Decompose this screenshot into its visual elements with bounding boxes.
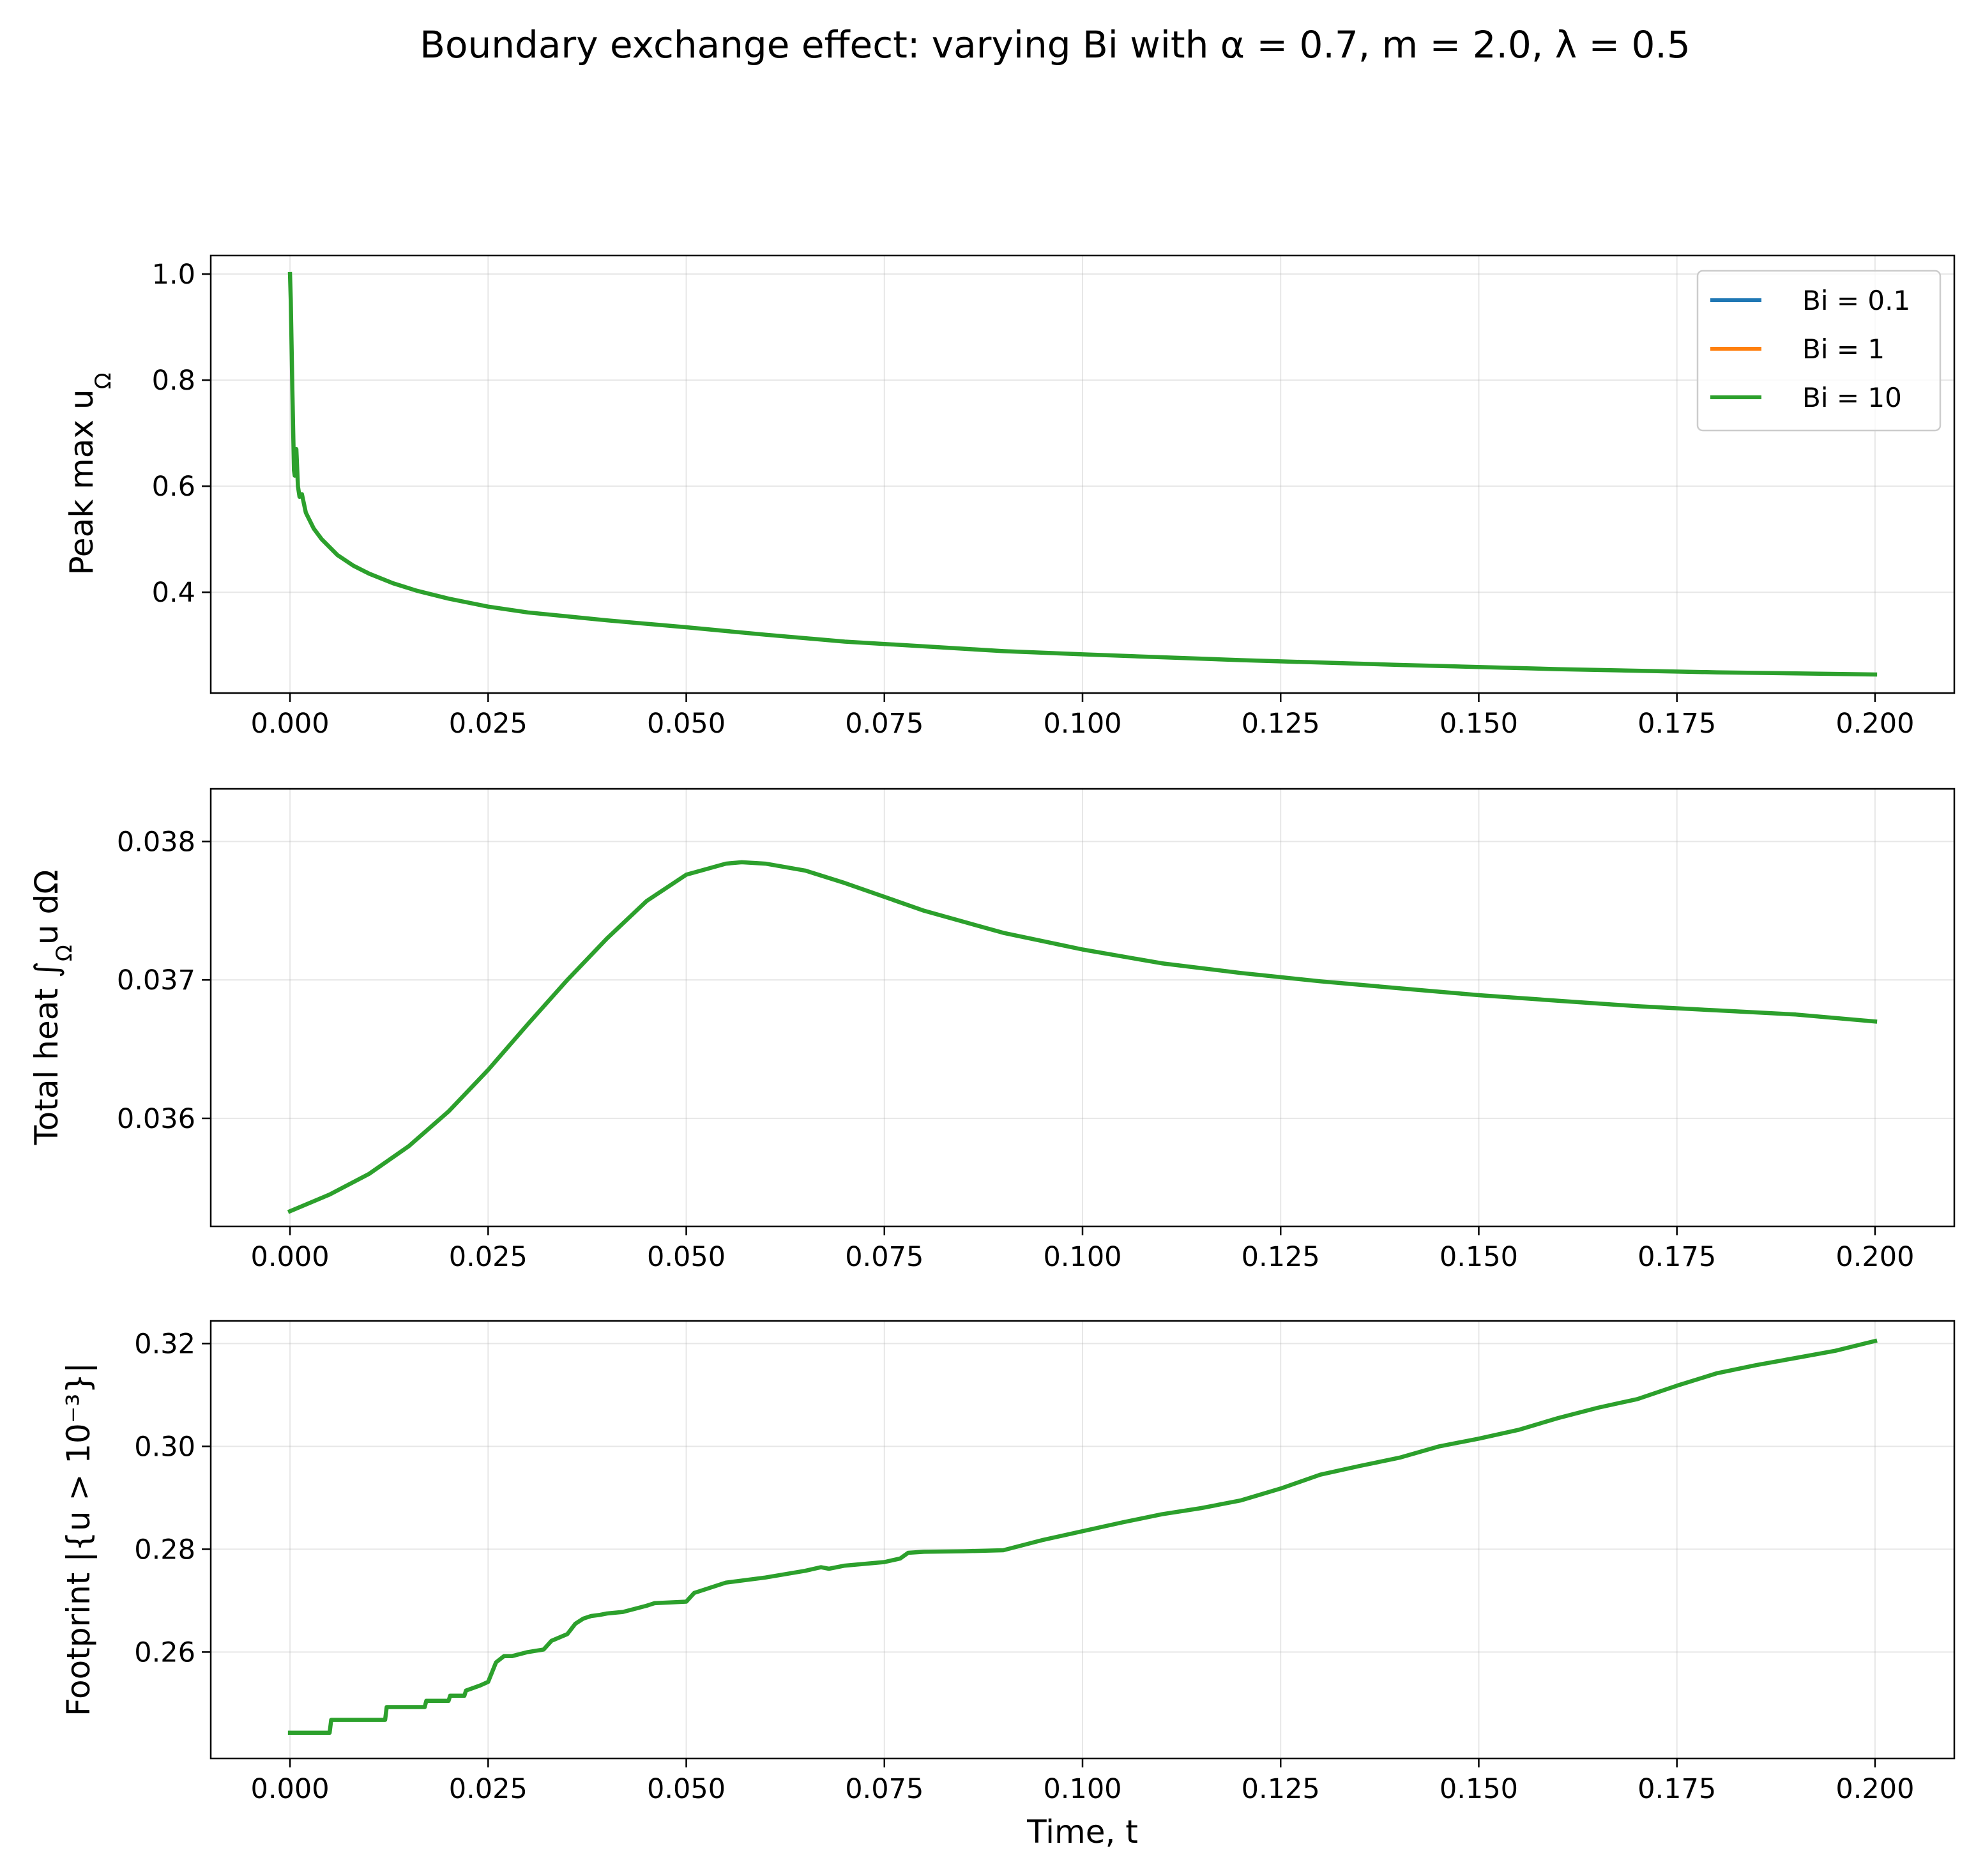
y-tick-label: 0.4 xyxy=(152,577,195,609)
x-tick-label: 0.075 xyxy=(845,1241,923,1273)
panel-total-heat: 0.000 0.025 0.050 0.075 0.100 0.125 0.150 0.175… xyxy=(28,788,1956,1273)
y-tick-label: 0.038 xyxy=(117,826,195,858)
series-line-bi-10 xyxy=(287,1338,1878,1735)
panel-peak: 0.000 0.025 0.050 0.075 0.100 0.125 0.150 0.175… xyxy=(63,254,1956,740)
y-tick-label: 0.6 xyxy=(152,471,195,503)
legend: Bi = 0.1 Bi = 1 Bi = 10 xyxy=(1696,270,1942,432)
panel-footprint: 0.000 0.025 0.050 0.075 0.100 0.125 0.150 0.175… xyxy=(60,1320,1956,1850)
x-tick-label: 0.075 xyxy=(845,708,923,740)
x-tick-label: 0.000 xyxy=(251,708,330,740)
suptitle: Boundary exchange effect: varying Bi wit… xyxy=(420,23,1690,66)
x-tick-label: 0.100 xyxy=(1043,1773,1121,1805)
x-tick-label: 0.075 xyxy=(845,1773,923,1805)
ylabel-footprint: Footprint |{u > 10⁻³}| xyxy=(60,1362,97,1716)
x-tick-label: 0.125 xyxy=(1242,1773,1320,1805)
x-tick-label: 0.125 xyxy=(1242,708,1320,740)
y-tick-label: 0.32 xyxy=(134,1328,195,1360)
x-tick-label: 0.100 xyxy=(1043,708,1121,740)
x-tick-label: 0.175 xyxy=(1638,708,1716,740)
x-tick-label: 0.200 xyxy=(1835,1241,1914,1273)
x-tick-label: 0.150 xyxy=(1440,1773,1518,1805)
x-tick-label: 0.050 xyxy=(647,1241,726,1273)
xlabel-time: Time, t xyxy=(1026,1813,1138,1850)
ylabel-peak: Peak max uΩ xyxy=(63,372,116,575)
x-tick-label: 0.000 xyxy=(251,1773,330,1805)
y-tick-label: 0.28 xyxy=(134,1534,195,1566)
ylabel-total-heat: Total heat ∫Ωu dΩ xyxy=(28,870,77,1146)
y-tick-label: 0.8 xyxy=(152,365,195,397)
x-tick-label: 0.025 xyxy=(449,708,528,740)
y-tick-label: 0.037 xyxy=(117,965,195,996)
x-tick-label: 0.050 xyxy=(647,708,726,740)
legend-label-bi-1: Bi = 1 xyxy=(1802,333,1885,365)
x-tick-label: 0.175 xyxy=(1638,1773,1716,1805)
x-tick-label: 0.125 xyxy=(1242,1241,1320,1273)
x-tick-label: 0.150 xyxy=(1440,708,1518,740)
y-tick-label: 1.0 xyxy=(152,259,195,291)
series-line-bi-10 xyxy=(287,860,1878,1214)
series-line-bi-10 xyxy=(287,271,1878,677)
x-tick-label: 0.025 xyxy=(449,1241,528,1273)
x-tick-label: 0.025 xyxy=(449,1773,528,1805)
x-tick-label: 0.050 xyxy=(647,1773,726,1805)
x-tick-label: 0.150 xyxy=(1440,1241,1518,1273)
x-tick-label: 0.100 xyxy=(1043,1241,1121,1273)
y-tick-label: 0.036 xyxy=(117,1103,195,1135)
x-tick-label: 0.175 xyxy=(1638,1241,1716,1273)
legend-label-bi-0-1: Bi = 0.1 xyxy=(1802,285,1910,316)
y-tick-label: 0.26 xyxy=(134,1636,195,1668)
y-tick-label: 0.30 xyxy=(134,1431,195,1463)
x-tick-label: 0.000 xyxy=(251,1241,330,1273)
x-tick-label: 0.200 xyxy=(1835,1773,1914,1805)
legend-label-bi-10: Bi = 10 xyxy=(1802,382,1902,413)
x-tick-label: 0.200 xyxy=(1835,708,1914,740)
